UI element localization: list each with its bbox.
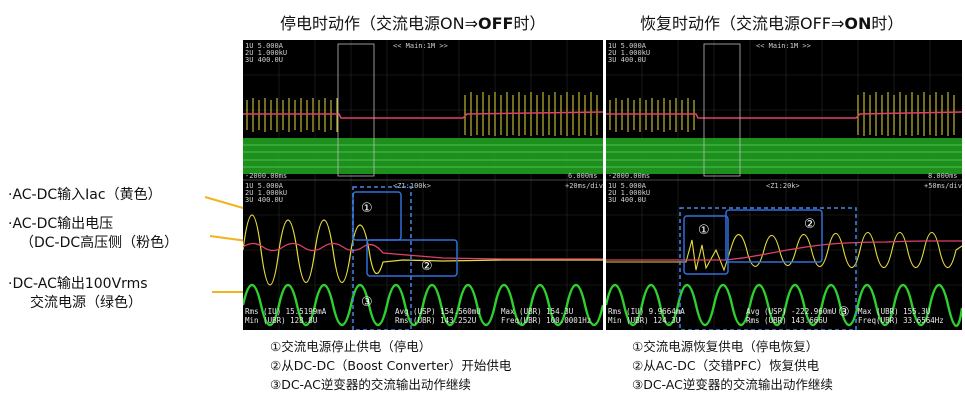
left-top-pink (243, 111, 603, 119)
notes-left: ①交流电源停止供电（停电） ②从DC-DC（Boost Converter）开始… (270, 337, 511, 394)
left-marker-1: ① (361, 201, 373, 216)
note-left-1: ①交流电源停止供电（停电） (270, 339, 432, 354)
right-header-1: 1U 5.000A (608, 42, 647, 50)
notes-right: ①交流电源恢复供电（停电恢复） ②从AC-DC（交错PFC）恢复供电 ③DC-A… (632, 337, 833, 394)
note-left-2: ②从DC-DC（Boost Converter）开始供电 (270, 358, 512, 373)
left-zoom-rate: +20ms/div (565, 182, 603, 190)
right-zoom-pink (606, 240, 962, 261)
left-box-2 (366, 239, 458, 277)
right-top-yellow (609, 92, 955, 136)
right-meas-r2c3: Freq(UBR) 33.6564Hz (858, 316, 944, 325)
right-marker-2: ② (804, 217, 816, 232)
right-box-3 (679, 207, 857, 330)
right-marker-1: ① (698, 223, 710, 238)
right-zoom-window (703, 43, 741, 177)
right-scope-svg: 1U 5.000A 2U 1.000kU 3U 400.0U << Main:1… (606, 40, 962, 330)
right-header-2: 2U 1.000kU (608, 49, 650, 57)
right-top-green (606, 138, 962, 174)
left-grid (243, 40, 603, 330)
right-meas-r1c2: Avg (USP) -222.960mU (746, 307, 836, 316)
right-heading: 恢复时动作（交流电源OFF⇒ON时） (640, 10, 903, 34)
left-meas-r2c1: Min (UBR) 128.8U (245, 316, 317, 325)
label-vout-1: ·AC-DC输出电压 (8, 216, 114, 232)
left-marker-3: ③ (361, 295, 373, 310)
left-scope-svg: 1U 5.000A 2U 1.000kU 3U 400.0U << Main:1… (243, 40, 603, 330)
right-time-left: -2000.00ms (608, 172, 650, 180)
left-meas-r1c3: Max (UBR) 154.3U (501, 307, 573, 316)
note-right-2: ②从AC-DC（交错PFC）恢复供电 (632, 358, 820, 373)
right-oscilloscope: 1U 5.000A 2U 1.000kU 3U 400.0U << Main:1… (606, 40, 962, 330)
right-time-right: 8.000ms (928, 172, 958, 180)
left-zoom-pink (243, 242, 603, 260)
left-marker-2: ② (421, 259, 433, 274)
left-header-2: 2U 1.000kU (245, 49, 287, 57)
left-time-left: -2000.00ms (245, 172, 287, 180)
left-top-title: << Main:1M >> (393, 42, 448, 50)
left-zoom-green (243, 283, 603, 327)
right-meas-r1c3: Max (UBR) 155.3U (858, 307, 930, 316)
right-marker-3: ③ (838, 305, 850, 320)
right-heading-prefix: 恢复时动作（交流电源OFF⇒ (640, 14, 845, 33)
label-vout-2: （DC-DC高压侧（粉色） (20, 235, 179, 251)
left-zoom-header-2: 2U 1.000kU (245, 189, 287, 197)
note-left-3: ③DC-AC逆变器的交流输出动作继续 (270, 377, 471, 392)
right-top-pink (606, 111, 962, 119)
left-meas-r1c1: Rms (IU) 15.5199mA (245, 307, 327, 316)
right-zoom-header-3: 3U 400.0U (608, 196, 646, 204)
right-meas-r2c2: Rms (UBR) 143.666U (746, 316, 827, 325)
left-zoom-header-1: 1U 5.000A (245, 182, 284, 190)
right-header-3: 3U 400.0U (608, 56, 646, 64)
left-heading-bold: OFF (477, 14, 514, 33)
label-acout-1: ·DC-AC输出100Vrms (8, 276, 148, 292)
left-zoom-title: <Z1:100k> (393, 182, 431, 190)
right-heading-suffix: 时） (871, 14, 904, 33)
left-top-green (243, 138, 603, 174)
right-zoom-rate: +50ms/div (924, 182, 962, 190)
left-meas-r2c3: Freq(UBR) 100.0001Hz (501, 316, 591, 325)
note-right-3: ③DC-AC逆变器的交流输出动作继续 (632, 377, 833, 392)
right-meas-r2c1: Min (UBR) 124.3U (608, 316, 680, 325)
label-iac: ·AC-DC输入Iac（黄色） (8, 187, 162, 203)
right-zoom-title: <Z1:20k> (766, 182, 800, 190)
label-acout-2: 交流电源（绿色） (30, 295, 142, 311)
left-top-green-lines (243, 144, 603, 168)
right-box-2 (725, 209, 823, 263)
left-header-3: 3U 400.0U (245, 56, 283, 64)
left-zoom-window (337, 43, 375, 177)
left-zoom-header-3: 3U 400.0U (245, 196, 283, 204)
left-heading-prefix: 停电时动作（交流电源ON⇒ (280, 14, 478, 33)
left-box-1 (352, 191, 402, 241)
right-top-title: << Main:1M >> (756, 42, 811, 50)
right-zoom-header-2: 2U 1.000kU (608, 189, 650, 197)
right-top-green-lines (606, 144, 962, 168)
right-meas-r1c1: Rms (IU) 9.9664mA (608, 307, 685, 316)
right-heading-bold: ON (844, 14, 872, 33)
left-meas-r2c2: Rms (UBR) 143.252U (395, 316, 476, 325)
left-time-right: 6.000ms (568, 172, 598, 180)
left-heading: 停电时动作（交流电源ON⇒OFF时） (280, 10, 545, 34)
left-box-3 (352, 186, 412, 330)
left-header-1: 1U 5.000A (245, 42, 284, 50)
right-zoom-header-1: 1U 5.000A (608, 182, 647, 190)
left-heading-suffix: 时） (513, 14, 546, 33)
left-oscilloscope: 1U 5.000A 2U 1.000kU 3U 400.0U << Main:1… (243, 40, 603, 330)
right-box-1 (683, 215, 729, 275)
left-meas-r1c2: Avg (USP) 154.560mU (395, 307, 481, 316)
note-right-1: ①交流电源恢复供电（停电恢复） (632, 339, 819, 354)
right-zoom-green (606, 283, 962, 327)
